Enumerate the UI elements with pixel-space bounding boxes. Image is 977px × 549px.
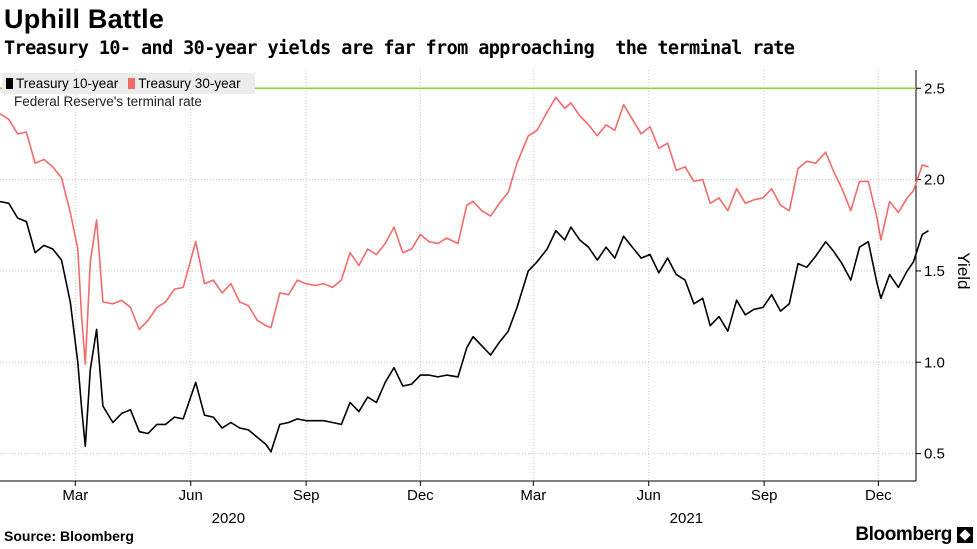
bloomberg-mark-icon xyxy=(957,527,973,543)
legend-item-30y: Treasury 30-year xyxy=(128,76,241,91)
y-tick-label: 1.0 xyxy=(924,354,945,371)
x-tick-label: Mar xyxy=(62,487,88,504)
reference-line-label: Federal Reserve's terminal rate xyxy=(14,94,202,109)
x-tick-label: Jun xyxy=(637,487,661,504)
x-tick-label: Dec xyxy=(407,487,434,504)
chart-subtitle: Treasury 10- and 30-year yields are far … xyxy=(4,38,795,59)
x-tick-label: Mar xyxy=(520,487,546,504)
legend-label-10y: Treasury 10-year xyxy=(16,76,119,91)
y-tick-label: 2.5 xyxy=(924,80,945,97)
legend-swatch-30y xyxy=(128,78,136,89)
source-note: Source: Bloomberg xyxy=(4,528,134,544)
series-line-10y xyxy=(0,200,929,453)
logo-text: Bloomberg xyxy=(855,524,952,545)
y-tick-label: 0.5 xyxy=(924,446,945,463)
bloomberg-logo: Bloomberg xyxy=(855,524,973,546)
legend: Treasury 10-year Treasury 30-year xyxy=(2,73,255,94)
x-tick-label: Sep xyxy=(293,487,320,504)
y-tick-label: 1.5 xyxy=(924,263,945,280)
x-tick-label: Sep xyxy=(751,487,778,504)
legend-item-10y: Treasury 10-year xyxy=(6,76,118,91)
legend-swatch-10y xyxy=(6,78,13,89)
series-line-30y xyxy=(0,96,929,365)
x-year-label: 2020 xyxy=(212,510,245,527)
y-tick-label: 2.0 xyxy=(924,172,945,189)
legend-label-30y: Treasury 30-year xyxy=(138,76,241,91)
chart-title: Uphill Battle xyxy=(4,4,165,34)
x-year-label: 2021 xyxy=(670,510,703,527)
y-axis-label: Yield xyxy=(954,252,973,289)
x-tick-label: Dec xyxy=(865,487,892,504)
x-tick-label: Jun xyxy=(179,487,203,504)
